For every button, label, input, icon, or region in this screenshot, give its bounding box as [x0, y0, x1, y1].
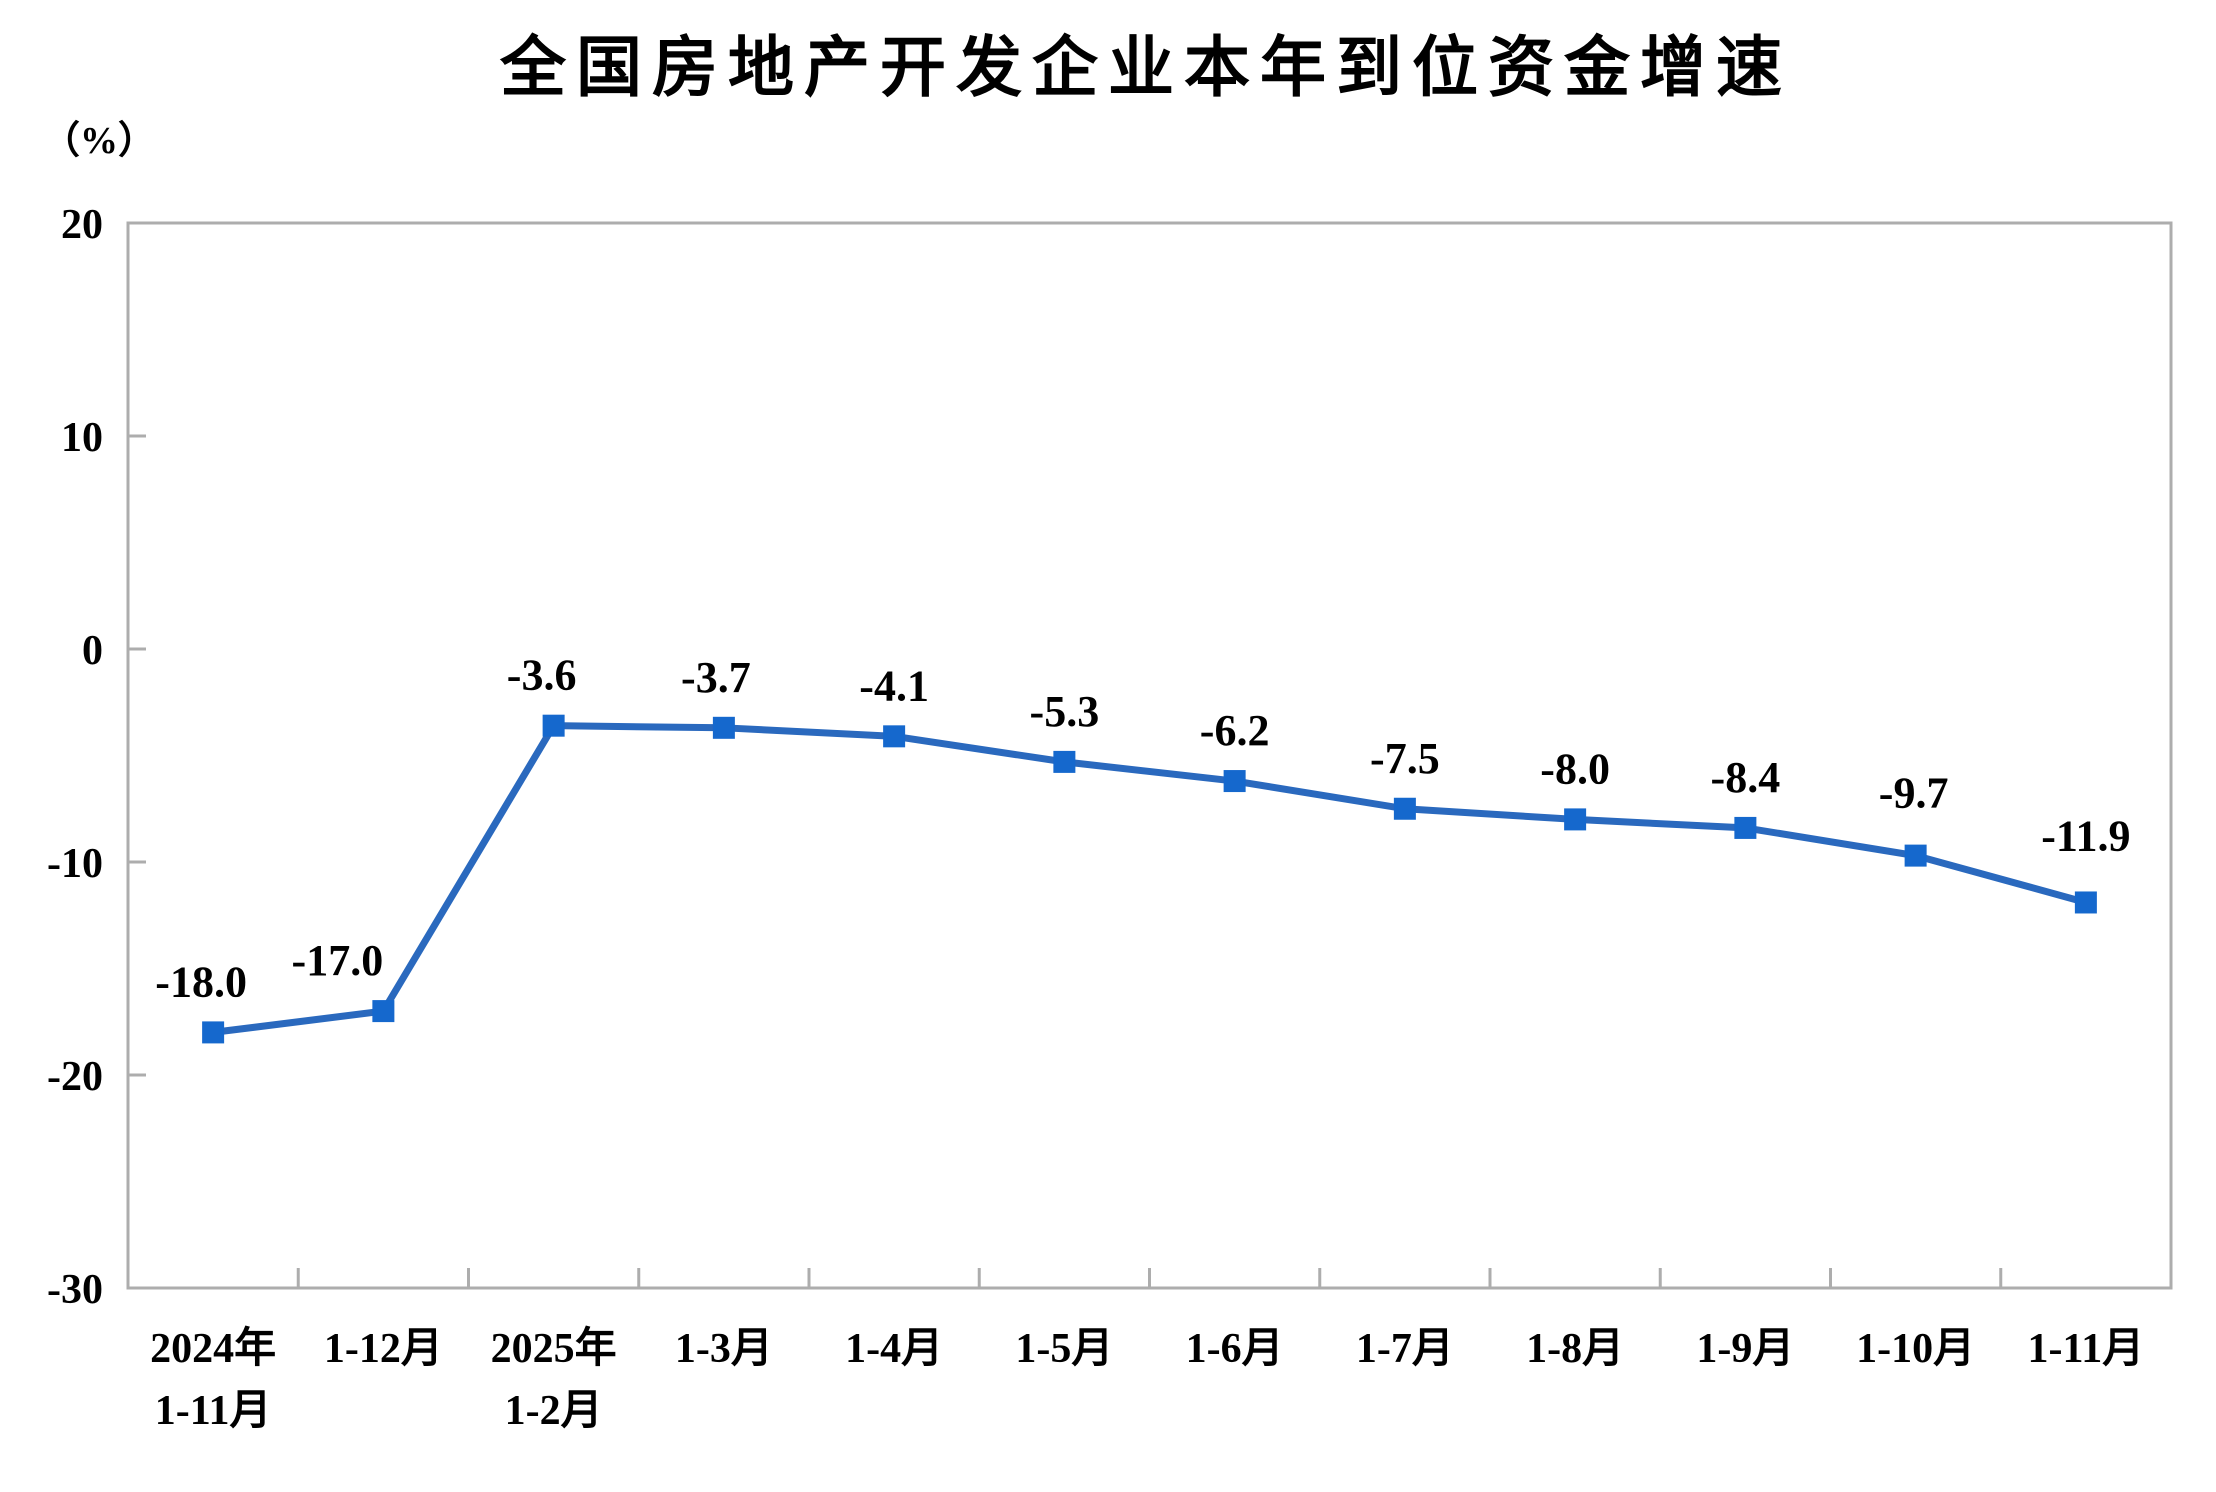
data-point-label: -3.6 — [507, 651, 577, 700]
data-point-marker — [372, 1000, 395, 1023]
data-point-label: -8.4 — [1711, 753, 1781, 802]
data-point-marker — [1564, 808, 1587, 831]
data-point-marker — [2074, 891, 2097, 914]
y-axis-tick-label: 0 — [82, 628, 103, 674]
x-axis-category-label: 1-4月 — [845, 1326, 943, 1372]
x-axis-category-label: 1-9月 — [1696, 1326, 1794, 1372]
data-point-label: -17.0 — [292, 936, 384, 985]
data-point-label: -9.7 — [1879, 769, 1949, 818]
data-point-marker — [712, 716, 735, 739]
x-axis-category-label: 1-11月 — [2028, 1326, 2145, 1372]
x-axis-category-label: 1-11月 — [155, 1388, 272, 1434]
x-axis-category-label: 1-2月 — [505, 1388, 603, 1434]
y-axis-tick-label: -10 — [47, 841, 103, 887]
data-point-marker — [202, 1021, 225, 1044]
data-point-marker — [542, 714, 565, 737]
data-line — [209, 722, 2090, 1036]
data-point-marker — [1393, 797, 1416, 820]
data-point-label: -5.3 — [1030, 687, 1100, 736]
x-axis-category-label: 1-10月 — [1856, 1326, 1975, 1372]
plot-border — [126, 221, 2173, 1290]
x-axis-category-label: 2024年 — [150, 1325, 276, 1372]
chart-title: 全国房地产开发企业本年到位资金增速 — [500, 30, 1792, 104]
x-axis-category-label: 1-6月 — [1186, 1326, 1284, 1372]
data-point-label: -18.0 — [155, 957, 247, 1006]
data-point-marker — [883, 725, 906, 748]
x-axis-category-label: 1-12月 — [324, 1326, 443, 1372]
data-point-marker — [1734, 816, 1757, 839]
data-point-marker — [1053, 750, 1076, 773]
data-point-label: -4.1 — [859, 661, 929, 710]
y-axis-tick-label: -20 — [47, 1054, 103, 1100]
x-axis-category-label: 1-5月 — [1015, 1326, 1113, 1372]
y-axis-unit-label: （%） — [42, 120, 157, 162]
data-point-label: -8.0 — [1540, 744, 1610, 793]
data-point-label: -6.2 — [1200, 706, 1270, 755]
x-axis-category-label: 2025年 — [491, 1325, 617, 1372]
y-axis-tick-label: -30 — [47, 1267, 103, 1313]
x-axis-category-label: 1-7月 — [1356, 1326, 1454, 1372]
data-point-label: -3.7 — [681, 653, 751, 702]
x-axis-category-label: 1-3月 — [675, 1326, 773, 1372]
data-point-marker — [1904, 844, 1927, 867]
data-point-label: -11.9 — [2041, 811, 2130, 860]
x-axis-category-label: 1-8月 — [1526, 1326, 1624, 1372]
data-point-marker — [1223, 770, 1246, 793]
y-axis-tick-label: 10 — [61, 415, 103, 461]
y-axis-tick-label: 20 — [61, 202, 103, 248]
data-point-label: -7.5 — [1370, 734, 1440, 783]
